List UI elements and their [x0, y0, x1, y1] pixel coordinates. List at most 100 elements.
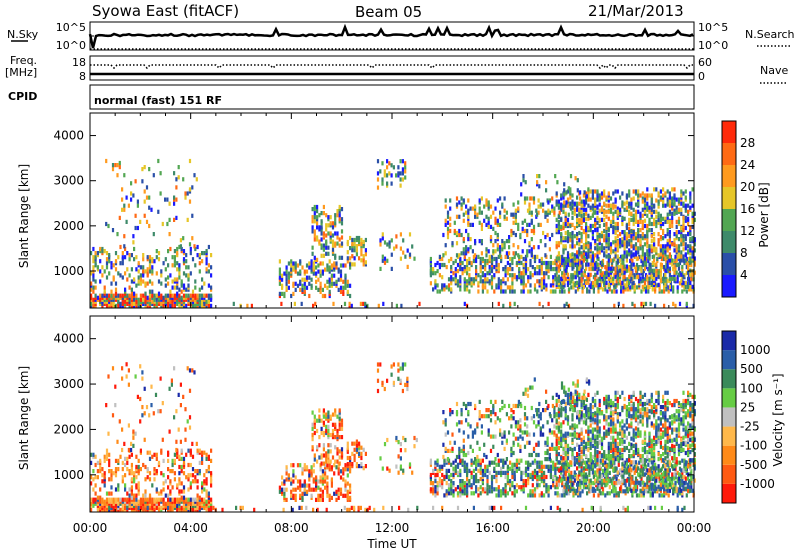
echo-cell — [604, 271, 607, 276]
echo-cell — [499, 249, 502, 254]
echo-cell — [327, 443, 330, 448]
echo-cell — [557, 219, 560, 224]
echo-cell — [635, 285, 639, 290]
echo-cell — [571, 205, 574, 210]
echo-cell — [301, 471, 304, 476]
echo-cell — [689, 237, 692, 242]
echo-cell — [587, 252, 590, 257]
echo-cell — [105, 293, 109, 298]
echo-cell — [641, 219, 644, 224]
echo-cell — [148, 477, 152, 482]
echo-cell — [585, 211, 588, 216]
echo-cell — [551, 232, 554, 238]
echo-cell — [536, 271, 539, 276]
echo-cell — [142, 265, 145, 270]
echo-cell — [182, 271, 186, 276]
echo-cell — [623, 264, 626, 269]
echo-cell — [474, 241, 477, 246]
echo-cell — [576, 217, 579, 222]
nsky-tick-top: 10^5 — [56, 21, 86, 34]
echo-cell — [612, 240, 615, 245]
echo-cell — [662, 228, 665, 234]
echo-cell — [112, 263, 115, 268]
echo-cell — [383, 386, 386, 392]
echo-cell — [640, 254, 643, 259]
echo-cell — [506, 267, 509, 272]
echo-cell — [285, 471, 288, 476]
echo-cell — [324, 293, 327, 299]
echo-cell — [330, 263, 333, 268]
echo-cell — [101, 249, 104, 254]
echo-cell — [450, 491, 453, 496]
echo-cell — [586, 460, 589, 465]
echo-cell — [194, 263, 197, 268]
echo-cell — [669, 281, 672, 286]
echo-cell — [556, 491, 559, 496]
echo-cell — [278, 259, 281, 264]
echo-cell — [164, 267, 167, 272]
echo-cell — [662, 216, 665, 221]
echo-cell — [557, 205, 560, 210]
echo-cell — [605, 270, 608, 275]
echo-cell — [561, 271, 564, 276]
echo-cell — [637, 238, 640, 243]
echo-cell — [605, 234, 608, 239]
echo-cell — [353, 256, 356, 261]
echo-cell — [92, 469, 95, 474]
echo-cell — [335, 465, 338, 470]
echo-cell — [614, 197, 617, 202]
echo-cell — [597, 289, 600, 294]
echo-cell — [567, 468, 571, 473]
echo-cell — [121, 475, 124, 480]
echo-cell — [334, 435, 337, 440]
echo-cell — [137, 505, 140, 510]
echo-cell — [666, 212, 669, 217]
echo-cell — [526, 228, 529, 234]
echo-cell — [148, 279, 152, 284]
echo-cell — [532, 228, 536, 234]
echo-cell — [642, 269, 645, 274]
echo-cell — [320, 243, 323, 248]
echo-cell — [500, 279, 503, 284]
echo-cell — [305, 275, 309, 280]
echo-cell — [515, 458, 518, 463]
echo-cell — [518, 458, 521, 463]
echo-cell — [328, 265, 331, 270]
echo-cell — [159, 191, 162, 196]
echo-cell — [626, 277, 629, 282]
echo-cell — [558, 493, 562, 498]
echo-cell — [472, 277, 475, 282]
echo-cell — [316, 445, 319, 450]
echo-cell — [139, 497, 142, 502]
echo-cell — [404, 437, 407, 443]
echo-cell — [167, 293, 170, 298]
echo-cell — [94, 255, 97, 260]
echo-cell — [144, 493, 147, 498]
echo-cell — [399, 456, 402, 461]
echo-cell — [121, 479, 124, 484]
echo-cell — [114, 403, 117, 408]
echo-cell — [659, 244, 662, 249]
echo-cell — [603, 234, 606, 239]
echo-cell — [659, 266, 662, 271]
echo-cell — [614, 209, 617, 214]
echo-cell — [572, 281, 575, 286]
echo-cell — [130, 279, 133, 284]
echo-cell — [512, 202, 515, 207]
echo-cell — [583, 269, 586, 274]
echo-cell — [664, 216, 667, 221]
echo-cell — [675, 224, 678, 229]
echo-cell — [108, 477, 111, 482]
echo-cell — [531, 489, 534, 494]
echo-cell — [680, 193, 683, 198]
echo-cell — [313, 204, 316, 210]
echo-cell — [205, 493, 208, 498]
echo-cell — [308, 275, 311, 280]
echo-cell — [682, 228, 685, 233]
echo-cell — [329, 239, 332, 244]
echo-cell — [294, 269, 297, 274]
echo-cell — [325, 424, 328, 429]
echo-cell — [329, 231, 332, 236]
echo-cell — [533, 487, 537, 492]
echo-cell — [554, 174, 557, 179]
